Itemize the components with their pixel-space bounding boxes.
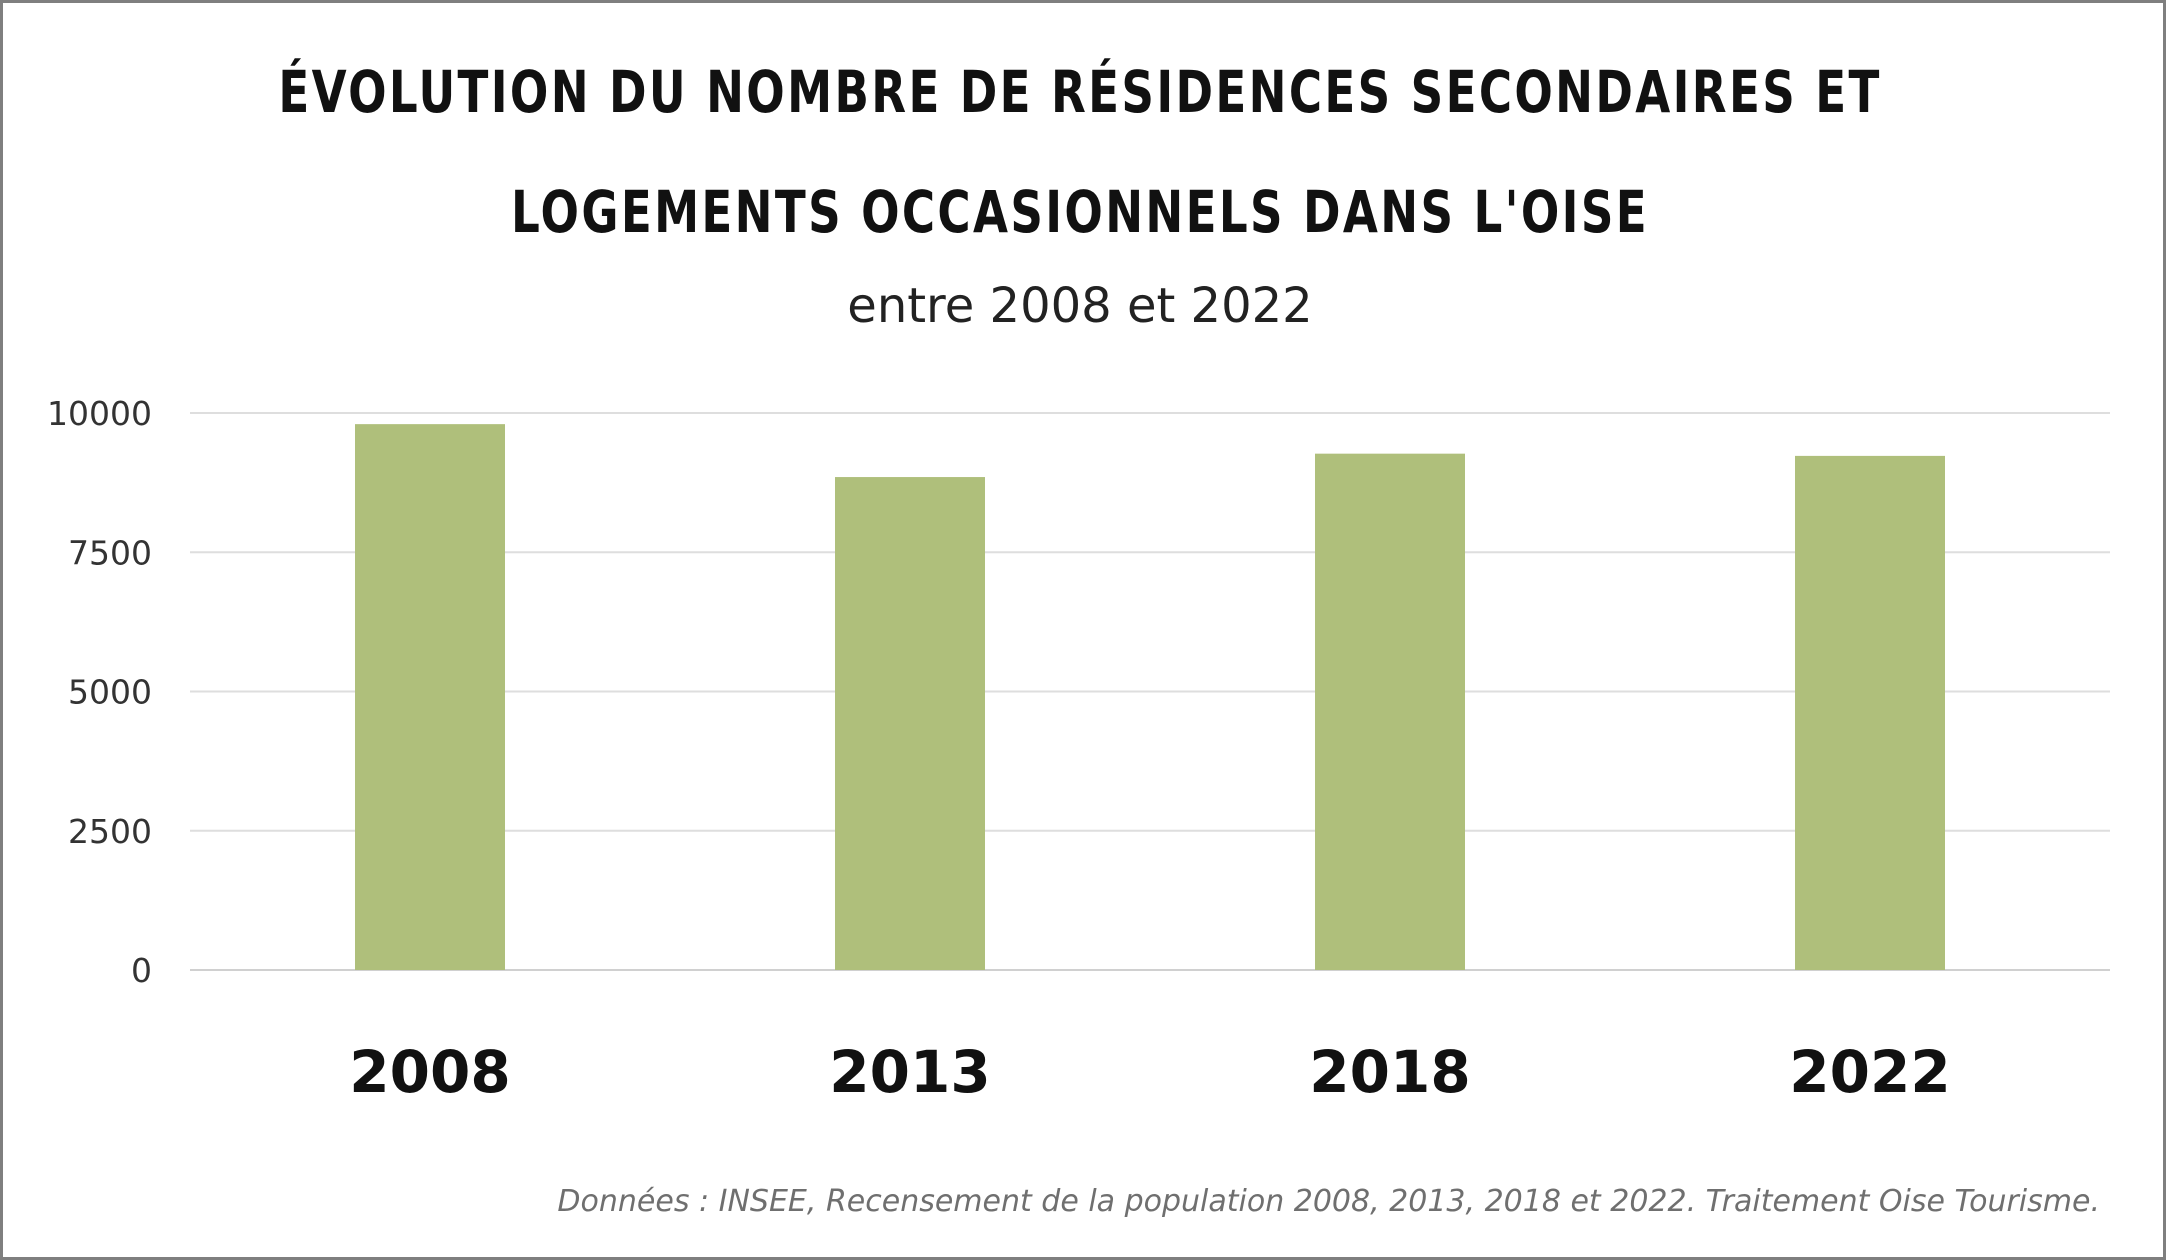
- y-tick-label: 10000: [47, 394, 152, 433]
- y-tick-label: 7500: [68, 533, 152, 572]
- source-note: Données : INSEE, Recensement de la popul…: [557, 1184, 2100, 1219]
- chart-title-line-1: Évolution du nombre de résidences second…: [278, 58, 1882, 126]
- x-tick-label-2022: 2022: [1789, 1038, 1950, 1106]
- x-tick-label-2018: 2018: [1309, 1038, 1470, 1106]
- chart-subtitle: entre 2008 et 2022: [847, 278, 1313, 334]
- bar-2013: [835, 477, 985, 970]
- x-tick-label-2013: 2013: [829, 1038, 990, 1106]
- y-tick-label: 5000: [68, 673, 152, 712]
- bar-2018: [1315, 453, 1465, 970]
- y-tick-label: 2500: [68, 812, 152, 851]
- bar-2008: [355, 424, 505, 970]
- bar-2022: [1795, 455, 1945, 970]
- x-tick-label-2008: 2008: [349, 1038, 510, 1106]
- y-tick-label: 0: [131, 951, 152, 990]
- chart-title-line-2: logements occasionnels dans l'Oise: [511, 178, 1649, 246]
